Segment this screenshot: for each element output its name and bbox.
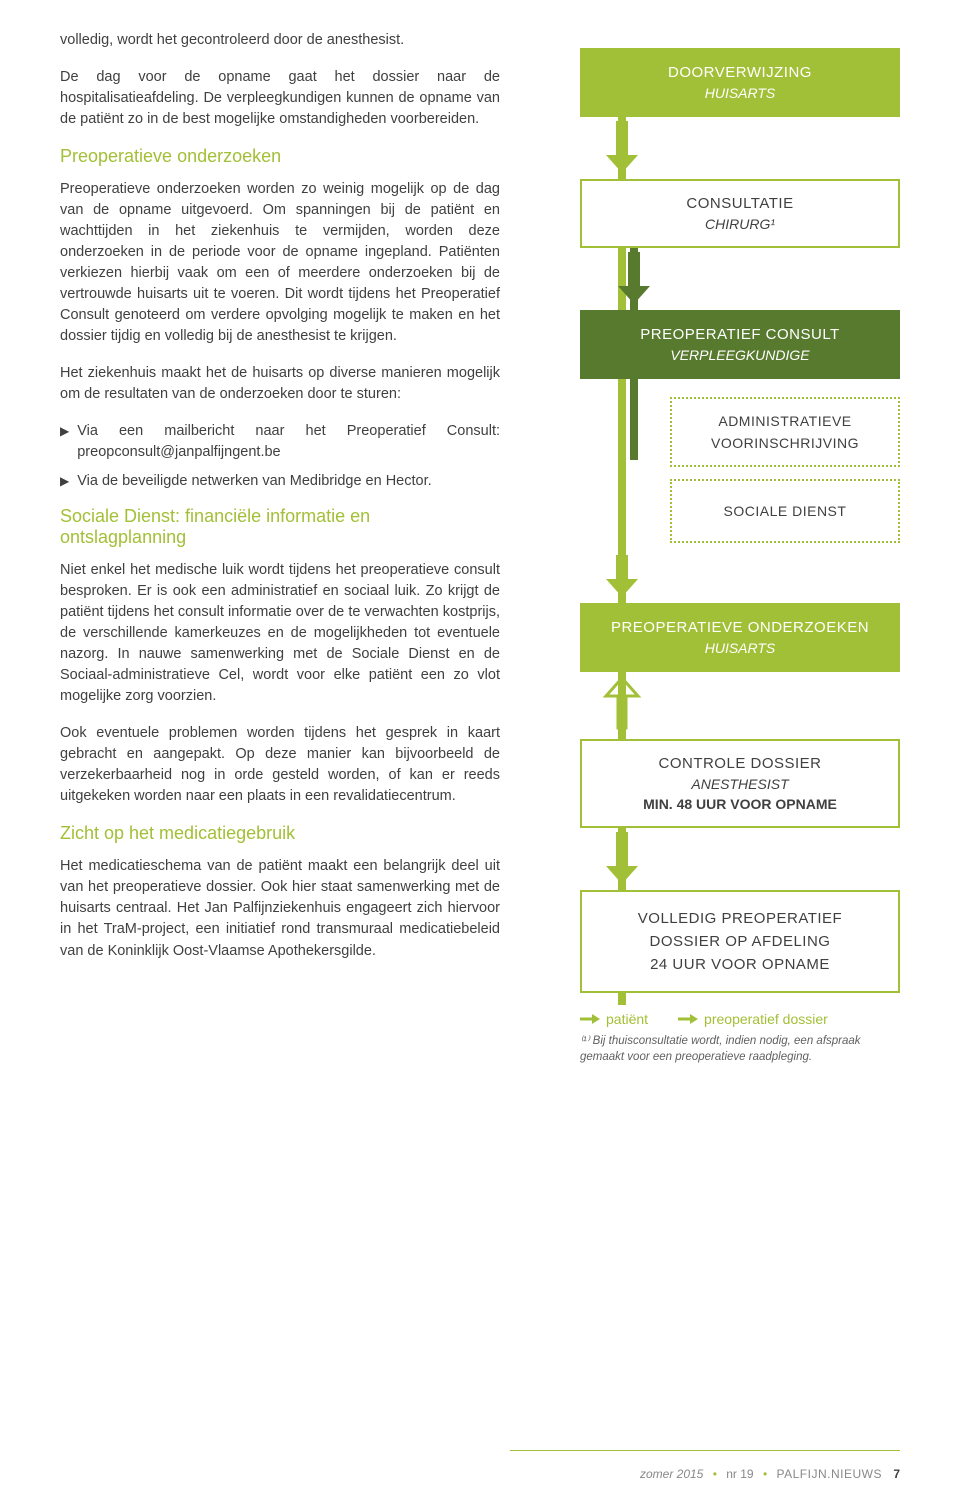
flow-box-preop-onderzoeken: PREOPERATIEVE ONDERZOEKEN HUISARTS	[580, 603, 900, 672]
arrow-up-icon	[602, 676, 900, 735]
footer-season: zomer 2015	[640, 1467, 703, 1481]
footer-issue: nr 19	[726, 1467, 753, 1481]
page-footer: zomer 2015 • nr 19 • PALFIJN.NIEUWS 7	[640, 1467, 900, 1481]
arrow-down-icon	[602, 121, 900, 175]
box-note: MIN. 48 UUR VOOR OPNAME	[592, 796, 888, 812]
flow-box-sociale-dienst: SOCIALE DIENST	[670, 479, 900, 543]
bullet-text: Via een mailbericht naar het Preoperatie…	[77, 421, 500, 463]
arrow-down-icon	[614, 252, 900, 306]
box-subtitle: HUISARTS	[592, 640, 888, 656]
flowchart-column: DOORVERWIJZING HUISARTS CONSULTATIE CHIR…	[540, 30, 900, 1065]
bullet-item: ▶ Via een mailbericht naar het Preoperat…	[60, 421, 500, 463]
footnote: ⁽¹⁾ Bij thuisconsultatie wordt, indien n…	[580, 1033, 900, 1065]
arrow-down-icon	[602, 555, 900, 599]
box-line: SOCIALE DIENST	[682, 503, 888, 519]
box-title: CONTROLE DOSSIER	[592, 755, 888, 772]
flow-box-admin-voorinschrijving: ADMINISTRATIEVE VOORINSCHRIJVING	[670, 397, 900, 467]
box-line: VOLLEDIG PREOPERATIEF	[592, 910, 888, 927]
triangle-bullet-icon: ▶	[60, 424, 69, 438]
left-column: volledig, wordt het gecontroleerd door d…	[60, 30, 500, 1065]
box-line: ADMINISTRATIEVE	[682, 413, 888, 429]
legend-label: preoperatief dossier	[704, 1011, 828, 1027]
legend: patiënt preoperatief dossier	[580, 1011, 900, 1027]
box-line: VOORINSCHRIJVING	[682, 435, 888, 451]
footer-rule	[510, 1450, 900, 1451]
legend-dossier: preoperatief dossier	[678, 1011, 828, 1027]
flow-box-consultatie: CONSULTATIE CHIRURG¹	[580, 179, 900, 248]
paragraph: Niet enkel het medische luik wordt tijde…	[60, 560, 500, 707]
dot-separator-icon: •	[763, 1467, 767, 1481]
page-number: 7	[893, 1467, 900, 1481]
box-subtitle: ANESTHESIST	[592, 776, 888, 792]
triangle-bullet-icon: ▶	[60, 474, 69, 488]
legend-patient: patiënt	[580, 1011, 648, 1027]
paragraph: volledig, wordt het gecontroleerd door d…	[60, 30, 500, 51]
bullet-item: ▶ Via de beveiligde netwerken van Medibr…	[60, 471, 500, 492]
box-line: 24 UUR VOOR OPNAME	[592, 956, 888, 973]
flow-box-preop-consult: PREOPERATIEF CONSULT VERPLEEGKUNDIGE	[580, 310, 900, 379]
arrow-right-icon	[678, 1012, 698, 1026]
arrow-down-icon	[602, 832, 900, 886]
arrow-right-icon	[580, 1012, 600, 1026]
dot-separator-icon: •	[713, 1467, 717, 1481]
legend-label: patiënt	[606, 1011, 648, 1027]
flow-box-volledig-dossier: VOLLEDIG PREOPERATIEF DOSSIER OP AFDELIN…	[580, 890, 900, 993]
box-title: PREOPERATIEF CONSULT	[592, 326, 888, 343]
bullet-text: Via de beveiligde netwerken van Medibrid…	[77, 471, 431, 492]
box-title: CONSULTATIE	[592, 195, 888, 212]
box-title: DOORVERWIJZING	[592, 64, 888, 81]
paragraph: Het ziekenhuis maakt het de huisarts op …	[60, 363, 500, 405]
box-subtitle: HUISARTS	[592, 85, 888, 101]
box-title: PREOPERATIEVE ONDERZOEKEN	[592, 619, 888, 636]
paragraph: Ook eventuele problemen worden tijdens h…	[60, 723, 500, 807]
heading-medicatiegebruik: Zicht op het medicatiegebruik	[60, 823, 500, 844]
heading-sociale-dienst: Sociale Dienst: financiële informatie en…	[60, 506, 500, 548]
heading-preop-onderzoeken: Preoperatieve onderzoeken	[60, 146, 500, 167]
flow-box-controle-dossier: CONTROLE DOSSIER ANESTHESIST MIN. 48 UUR…	[580, 739, 900, 828]
flow-box-doorverwijzing: DOORVERWIJZING HUISARTS	[580, 48, 900, 117]
paragraph: De dag voor de opname gaat het dossier n…	[60, 67, 500, 130]
paragraph: Het medicatieschema van de patiënt maakt…	[60, 856, 500, 961]
box-line: DOSSIER OP AFDELING	[592, 933, 888, 950]
box-subtitle: VERPLEEGKUNDIGE	[592, 347, 888, 363]
paragraph: Preoperatieve onderzoeken worden zo wein…	[60, 179, 500, 347]
box-subtitle: CHIRURG¹	[592, 216, 888, 232]
footer-publication: PALFIJN.NIEUWS	[777, 1467, 882, 1481]
